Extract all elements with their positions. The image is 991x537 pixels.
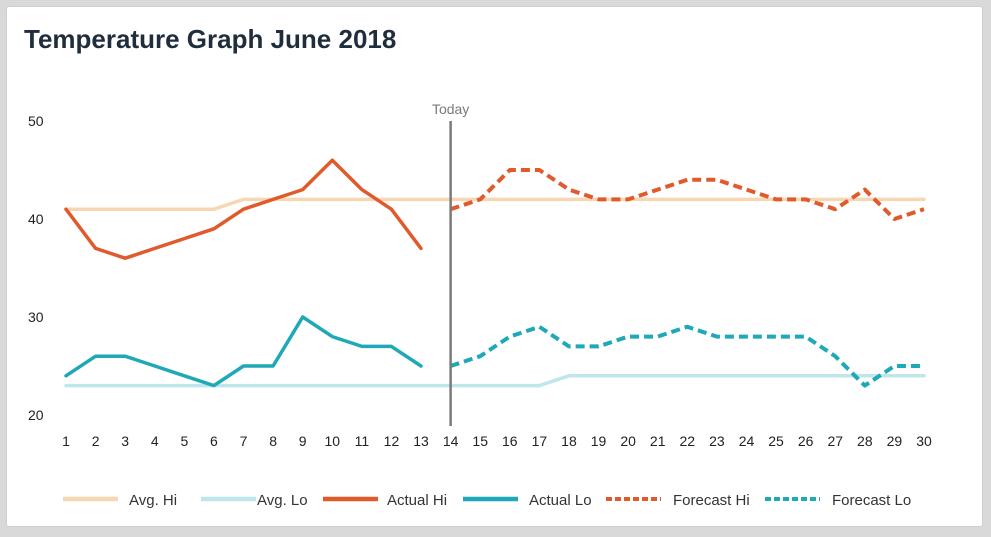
y-tick-label-30: 30	[28, 309, 44, 325]
x-tick-label-10: 10	[324, 433, 340, 449]
x-tick-label-6: 6	[210, 433, 218, 449]
series-line-actual-hi	[64, 158, 423, 260]
x-tick-label-26: 26	[798, 433, 814, 449]
x-tick-label-28: 28	[857, 433, 873, 449]
x-tick-label-13: 13	[413, 433, 429, 449]
legend-label-actual-hi: Actual Hi	[387, 492, 447, 509]
x-tick-label-5: 5	[180, 433, 188, 449]
legend-label-forecast-lo: Forecast Lo	[832, 492, 911, 509]
x-tick-label-24: 24	[739, 433, 755, 449]
x-tick-label-8: 8	[269, 433, 277, 449]
x-tick-label-30: 30	[916, 433, 932, 449]
today-marker-label: Today	[432, 101, 469, 117]
x-tick-label-21: 21	[650, 433, 666, 449]
series-line-actual-lo	[64, 315, 423, 388]
x-tick-label-12: 12	[384, 433, 400, 449]
x-tick-label-14: 14	[443, 433, 459, 449]
series-line-forecast-hi	[449, 168, 925, 221]
x-tick-label-23: 23	[709, 433, 725, 449]
x-tick-label-1: 1	[62, 433, 70, 449]
legend-label-forecast-hi: Forecast Hi	[673, 492, 750, 509]
legend-label-avg-lo: Avg. Lo	[257, 492, 308, 509]
legend-label-actual-lo: Actual Lo	[529, 492, 592, 509]
x-tick-label-4: 4	[151, 433, 159, 449]
x-tick-label-9: 9	[299, 433, 307, 449]
x-tick-label-16: 16	[502, 433, 518, 449]
chart-title: Temperature Graph June 2018	[24, 24, 397, 54]
y-tick-label-40: 40	[28, 211, 44, 227]
x-tick-label-7: 7	[240, 433, 248, 449]
x-tick-label-2: 2	[92, 433, 100, 449]
x-tick-label-19: 19	[591, 433, 607, 449]
x-tick-label-15: 15	[472, 433, 488, 449]
x-tick-label-20: 20	[620, 433, 636, 449]
y-tick-label-20: 20	[28, 407, 44, 423]
x-tick-label-29: 29	[887, 433, 903, 449]
x-tick-label-22: 22	[680, 433, 696, 449]
legend-label-avg-hi: Avg. Hi	[129, 492, 177, 509]
x-tick-label-27: 27	[827, 433, 843, 449]
x-tick-label-18: 18	[561, 433, 577, 449]
x-tick-label-11: 11	[355, 433, 370, 449]
x-tick-label-17: 17	[532, 433, 548, 449]
y-tick-label-50: 50	[28, 113, 44, 129]
x-tick-label-25: 25	[768, 433, 784, 449]
series-line-forecast-lo	[449, 324, 924, 388]
chart-card: Temperature Graph June 2018	[6, 6, 983, 527]
x-tick-label-3: 3	[121, 433, 129, 449]
